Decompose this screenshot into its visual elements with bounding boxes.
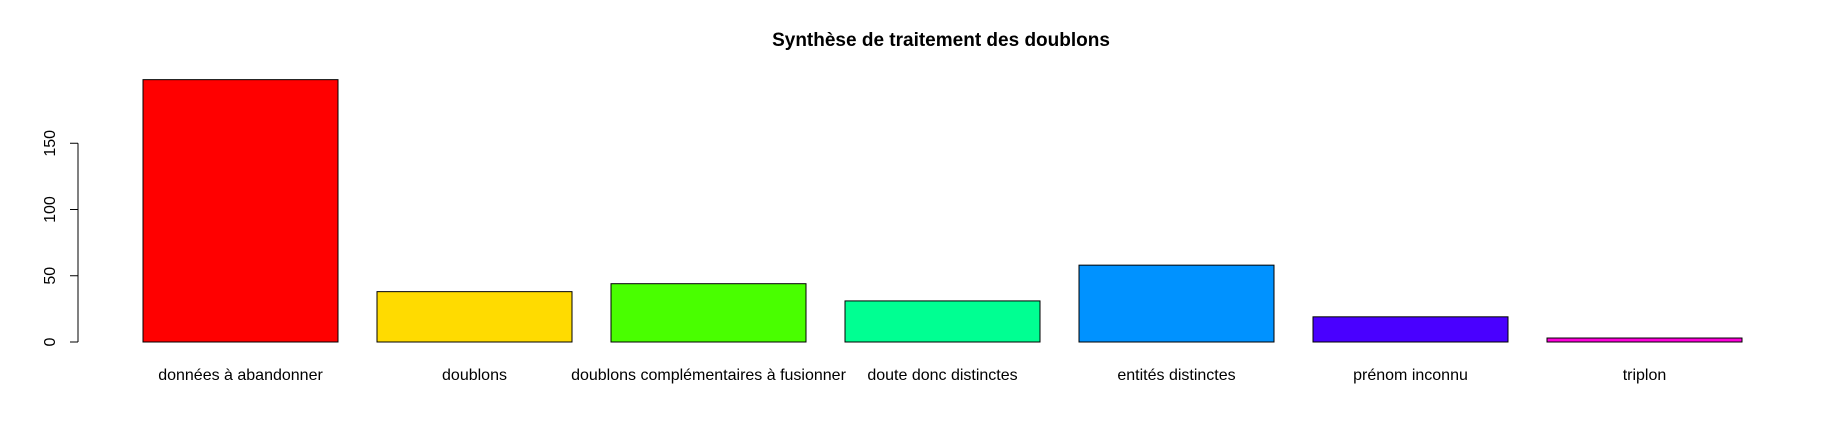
x-category-label: doublons — [442, 367, 507, 384]
y-tick-label: 150 — [42, 130, 59, 157]
bar — [1078, 264, 1275, 343]
x-category-label: doute donc distinctes — [867, 367, 1017, 384]
y-tick-label: 0 — [42, 337, 59, 346]
x-category-label: entités distinctes — [1117, 367, 1235, 384]
bar — [1546, 337, 1743, 343]
bar — [844, 300, 1041, 343]
y-axis: 0 50 100 150 — [42, 130, 79, 346]
x-category-label: données à abandonner — [158, 367, 323, 384]
bars-group — [142, 79, 1743, 343]
bar — [376, 291, 573, 343]
y-tick-label: 100 — [42, 196, 59, 223]
y-tick-label: 50 — [42, 267, 59, 285]
chart-title: Synthèse de traitement des doublons — [772, 30, 1110, 51]
x-category-label: prénom inconnu — [1353, 367, 1468, 384]
bar — [142, 79, 339, 343]
x-category-label: doublons complémentaires à fusionner — [571, 367, 847, 384]
bar — [610, 283, 807, 343]
x-category-label: triplon — [1623, 367, 1667, 384]
category-labels: données à abandonner doublons doublons com… — [158, 367, 1666, 384]
bar — [1312, 316, 1509, 343]
